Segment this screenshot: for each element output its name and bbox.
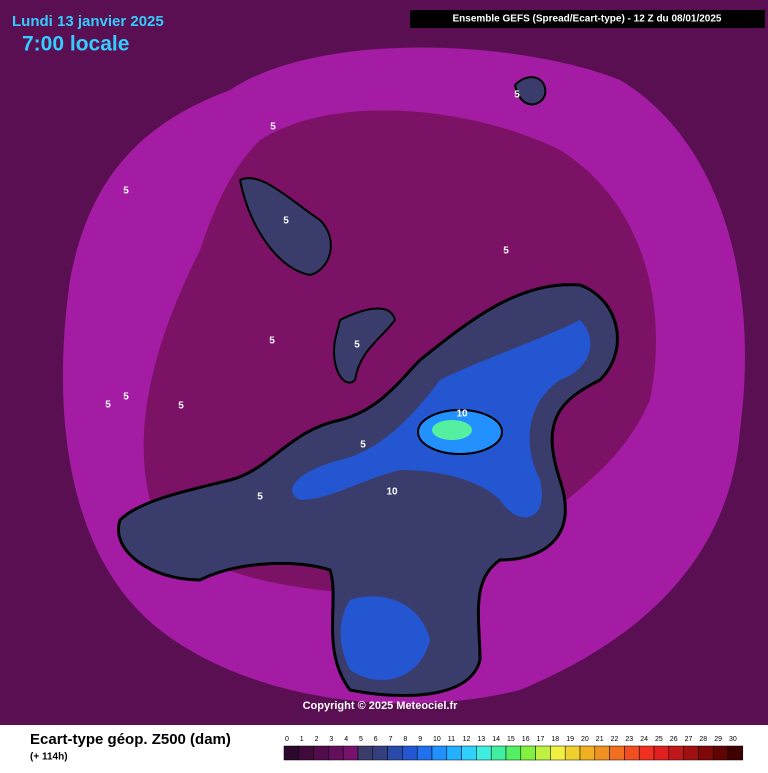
scale-swatch	[520, 745, 536, 761]
scale-label: 5	[359, 736, 363, 743]
scale-label: 23	[625, 736, 633, 743]
contour-label: 10	[386, 487, 398, 498]
legend-title: Ecart-type géop. Z500 (dam)	[30, 731, 231, 748]
scale-swatch	[313, 745, 329, 761]
contour-label: 5	[270, 122, 276, 133]
scale-label: 22	[611, 736, 619, 743]
blue-area	[340, 596, 430, 680]
scale-swatch	[564, 745, 581, 761]
scale-label: 6	[374, 736, 378, 743]
date-title: Lundi 13 janvier 2025	[12, 13, 164, 30]
lead-time: (+ 114h)	[30, 752, 68, 763]
scale-swatch	[505, 745, 522, 761]
scale-label: 24	[640, 736, 648, 743]
scale-swatch	[387, 745, 403, 761]
scale-swatch	[698, 745, 714, 761]
scale-swatch	[624, 745, 640, 761]
contour-label: 5	[257, 492, 263, 503]
scale-swatch	[328, 745, 344, 761]
scale-label: 10	[433, 736, 441, 743]
scale-label: 4	[344, 736, 348, 743]
model-info: Ensemble GEFS (Spread/Ecart-type) - 12 Z…	[453, 14, 722, 25]
scale-swatch	[372, 745, 388, 761]
scale-label: 1	[300, 736, 304, 743]
scale-label: 14	[492, 736, 500, 743]
scale-swatch	[683, 745, 699, 761]
scale-label: 11	[448, 736, 455, 743]
scale-label: 12	[463, 736, 471, 743]
scale-label: 19	[566, 736, 574, 743]
scale-swatch	[342, 745, 359, 761]
spread-area	[513, 76, 547, 106]
scale-swatch	[446, 745, 462, 761]
scale-label: 0	[285, 736, 289, 743]
scale-label: 8	[403, 736, 407, 743]
contour-label: 5	[123, 186, 129, 197]
scale-label: 25	[655, 736, 663, 743]
contour-label: 5	[354, 340, 360, 351]
contour-label: 5	[360, 440, 366, 451]
scale-swatch	[283, 745, 300, 761]
scale-swatch	[609, 745, 625, 761]
scale-label: 9	[418, 736, 422, 743]
contour-label: 5	[269, 336, 275, 347]
scale-label: 16	[522, 736, 530, 743]
contour-label: 5	[503, 246, 509, 257]
scale-label: 18	[551, 736, 559, 743]
header-box	[410, 10, 765, 28]
scale-label: 7	[389, 736, 393, 743]
scale-label: 2	[315, 736, 319, 743]
scale-swatch	[535, 745, 551, 761]
scale-label: 27	[685, 736, 693, 743]
scale-label: 29	[714, 736, 722, 743]
scale-swatch	[579, 745, 596, 761]
scale-swatch	[727, 745, 744, 761]
scale-swatch	[653, 745, 670, 761]
scale-swatch	[712, 745, 729, 761]
contour-label: 5	[123, 392, 129, 403]
scale-label: 28	[699, 736, 707, 743]
scale-swatch	[594, 745, 610, 761]
scale-label: 30	[729, 736, 737, 743]
scale-swatch	[476, 745, 492, 761]
scale-swatch	[490, 745, 507, 761]
scale-swatch	[550, 745, 566, 761]
scale-swatch	[668, 745, 684, 761]
scale-label: 15	[507, 736, 515, 743]
contour-label: 5	[283, 216, 289, 227]
scale-swatch	[461, 745, 477, 761]
time-title: 7:00 locale	[22, 33, 129, 56]
scale-label: 21	[596, 736, 604, 743]
contour-label: 5	[178, 401, 184, 412]
spread-area	[238, 177, 332, 277]
scale-label: 20	[581, 736, 589, 743]
scale-label: 26	[670, 736, 678, 743]
scale-swatch	[416, 745, 433, 761]
high-spread-core	[432, 420, 472, 440]
copyright: Copyright © 2025 Meteociel.fr	[303, 700, 459, 712]
scale-swatch	[431, 745, 448, 761]
contour-label: 5	[105, 400, 111, 411]
scale-swatch	[357, 745, 374, 761]
scale-swatch	[402, 745, 418, 761]
contour-label: 5	[514, 90, 520, 101]
contour-label: 10	[456, 409, 468, 420]
scale-label: 3	[329, 736, 333, 743]
map: Lundi 13 janvier 2025 7:00 locale Ensemb…	[0, 0, 768, 725]
spread-area	[333, 307, 397, 384]
scale-label: 17	[537, 736, 545, 743]
scale-label: 13	[477, 736, 485, 743]
scale-swatch	[638, 745, 655, 761]
scale-swatch	[298, 745, 314, 761]
